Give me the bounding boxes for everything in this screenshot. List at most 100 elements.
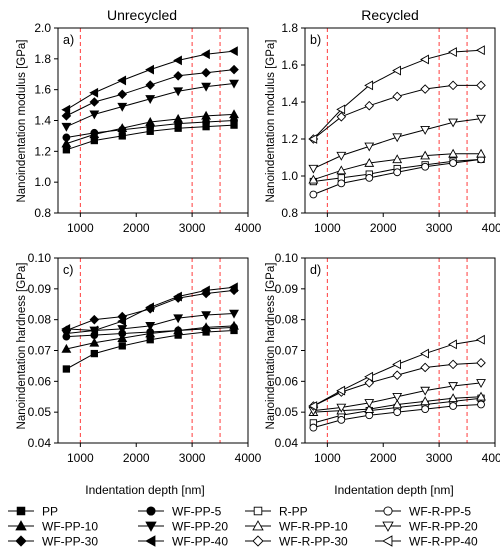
point-pp — [90, 136, 98, 145]
point-wf-r-pp-10 — [364, 403, 375, 413]
y-label-hardness: Nanoindentation hardness [GPa] — [16, 263, 28, 430]
panel-label: d) — [310, 263, 321, 277]
point-wf-pp-10 — [117, 333, 128, 342]
point-wf-r-pp-30 — [364, 378, 375, 388]
x-tick-label: 3000 — [426, 451, 453, 465]
point-wf-pp-40 — [61, 104, 71, 115]
legend-marker-wf-r-pp-10 — [252, 520, 264, 531]
y-tick-label: 0.06 — [28, 374, 52, 388]
point-wf-r-pp-40 — [336, 385, 346, 396]
point-wf-pp-20 — [145, 95, 156, 105]
legend-marker-wf-pp-10 — [15, 520, 27, 531]
point-wf-r-pp-20 — [336, 403, 347, 413]
y-tick-label: 0.10 — [275, 251, 299, 265]
x-tick-label: 4000 — [482, 221, 500, 235]
point-wf-pp-20 — [89, 110, 100, 120]
point-wf-r-pp-30 — [364, 100, 375, 111]
point-wf-r-pp-20 — [476, 379, 486, 388]
y-tick-label: 1.4 — [34, 114, 51, 128]
legend-label-wf-r-pp-20: WF-R-PP-20 — [409, 520, 478, 534]
point-wf-r-pp-5 — [309, 190, 318, 199]
y-label-modulus: Nanoindentation modulus [GPa] — [16, 39, 28, 202]
point-wf-pp-40 — [145, 64, 154, 75]
point-wf-pp-20 — [117, 325, 128, 335]
column-title-unrecycled: Unrecycled — [107, 7, 177, 23]
point-wf-r-pp-5 — [309, 423, 318, 432]
y-tick-label: 0.10 — [28, 251, 52, 265]
column-title-recycled: Recycled — [361, 7, 419, 23]
point-wf-r-pp-40 — [308, 134, 318, 144]
point-wf-r-pp-30 — [420, 362, 430, 373]
point-wf-r-pp-10 — [448, 393, 459, 403]
legend-label-wf-pp-5: WF-PP-5 — [172, 505, 222, 519]
point-wf-pp-10 — [173, 325, 184, 335]
point-wf-pp-10 — [61, 343, 72, 353]
legend-marker-wf-pp-30 — [15, 535, 27, 547]
point-wf-r-pp-10 — [364, 157, 375, 167]
point-wf-pp-30 — [89, 314, 100, 325]
point-wf-r-pp-20 — [420, 386, 431, 396]
x-tick-label: 1000 — [314, 451, 341, 465]
y-tick-label: 0.07 — [28, 344, 52, 358]
panel-d-recycled-hardness: 0.04 0.05 0.06 0.07 0.08 0.09 0.10 1000 2000 3000… — [275, 251, 500, 465]
y-tick-label: 1.4 — [281, 95, 298, 109]
plot-frame — [304, 257, 496, 444]
legend-label-wf-r-pp-10: WF-R-PP-10 — [279, 520, 348, 534]
point-wf-pp-30 — [117, 89, 128, 100]
point-wf-pp-20 — [201, 311, 212, 321]
point-wf-pp-20 — [173, 314, 184, 324]
panel-a-unrecycled-modulus: 0.8 1.0 1.2 1.4 1.6 1.8 2.0 1000 2000 3000 4000 a) — [34, 21, 261, 235]
legend-marker-wf-r-pp-20 — [382, 521, 394, 532]
point-wf-pp-30 — [89, 97, 100, 107]
y-tick-label: 0.8 — [34, 206, 51, 220]
point-wf-r-pp-5 — [477, 400, 485, 409]
y-label-hardness-right: Nanoindentation hardness [GPa] — [265, 263, 277, 430]
legend-label-wf-pp-20: WF-PP-20 — [172, 520, 228, 534]
point-wf-pp-10 — [201, 110, 212, 120]
y-tick-label: 1.0 — [34, 175, 51, 189]
point-wf-pp-40 — [61, 323, 71, 334]
legend-marker-wf-r-pp-5 — [383, 506, 393, 516]
point-wf-r-pp-40 — [448, 339, 457, 350]
panel-b-recycled-modulus: 0.8 1.0 1.2 1.4 1.6 1.8 1000 2000 3000 4000 b) — [281, 21, 500, 235]
point-wf-r-pp-5 — [393, 408, 402, 417]
y-tick-label: 0.04 — [28, 436, 52, 450]
point-wf-pp-40 — [89, 87, 99, 98]
point-wf-r-pp-20 — [476, 114, 486, 124]
point-wf-r-pp-30 — [392, 370, 403, 380]
point-wf-pp-10 — [89, 337, 100, 347]
point-wf-pp-20 — [61, 122, 72, 132]
point-wf-pp-40 — [145, 302, 154, 313]
panel-c-unrecycled-hardness: 0.04 0.05 0.06 0.07 0.08 0.09 0.10 1000 2000 3000… — [28, 251, 262, 465]
point-wf-r-pp-20 — [392, 133, 403, 143]
legend-label-wf-pp-10: WF-PP-10 — [42, 520, 98, 534]
point-wf-pp-20 — [173, 87, 184, 97]
point-wf-r-pp-40 — [392, 359, 401, 370]
legend-label-wf-pp-30: WF-PP-30 — [42, 535, 98, 549]
x-tick-label: 4000 — [235, 221, 262, 235]
point-wf-r-pp-20 — [336, 151, 347, 161]
point-wf-pp-10 — [145, 116, 156, 126]
point-wf-pp-40 — [201, 285, 210, 296]
panel-label: a) — [63, 33, 74, 47]
point-wf-pp-10 — [145, 328, 156, 338]
point-wf-pp-10 — [201, 322, 212, 332]
legend-marker-wf-r-pp-40 — [382, 535, 393, 547]
y-tick-label: 1.6 — [281, 58, 298, 72]
point-wf-pp-10 — [229, 109, 239, 119]
point-wf-r-pp-20 — [392, 392, 403, 402]
y-label-modulus-right: Nanoindentation modulus [GPa] — [265, 39, 277, 202]
legend-label-r-pp: R-PP — [279, 505, 308, 519]
point-wf-r-pp-20 — [448, 382, 459, 392]
y-tick-label: 1.2 — [281, 132, 298, 146]
point-wf-pp-30 — [145, 80, 156, 90]
plot-frame — [57, 257, 249, 444]
y-tick-label: 1.2 — [34, 144, 51, 158]
point-wf-r-pp-5 — [449, 402, 457, 410]
legend-marker-wf-r-pp-30 — [252, 535, 264, 547]
point-wf-r-pp-30 — [420, 84, 430, 94]
point-wf-r-pp-10 — [448, 148, 459, 158]
point-wf-r-pp-5 — [421, 162, 430, 171]
point-wf-r-pp-20 — [420, 125, 431, 135]
y-tick-label: 1.8 — [34, 52, 51, 66]
